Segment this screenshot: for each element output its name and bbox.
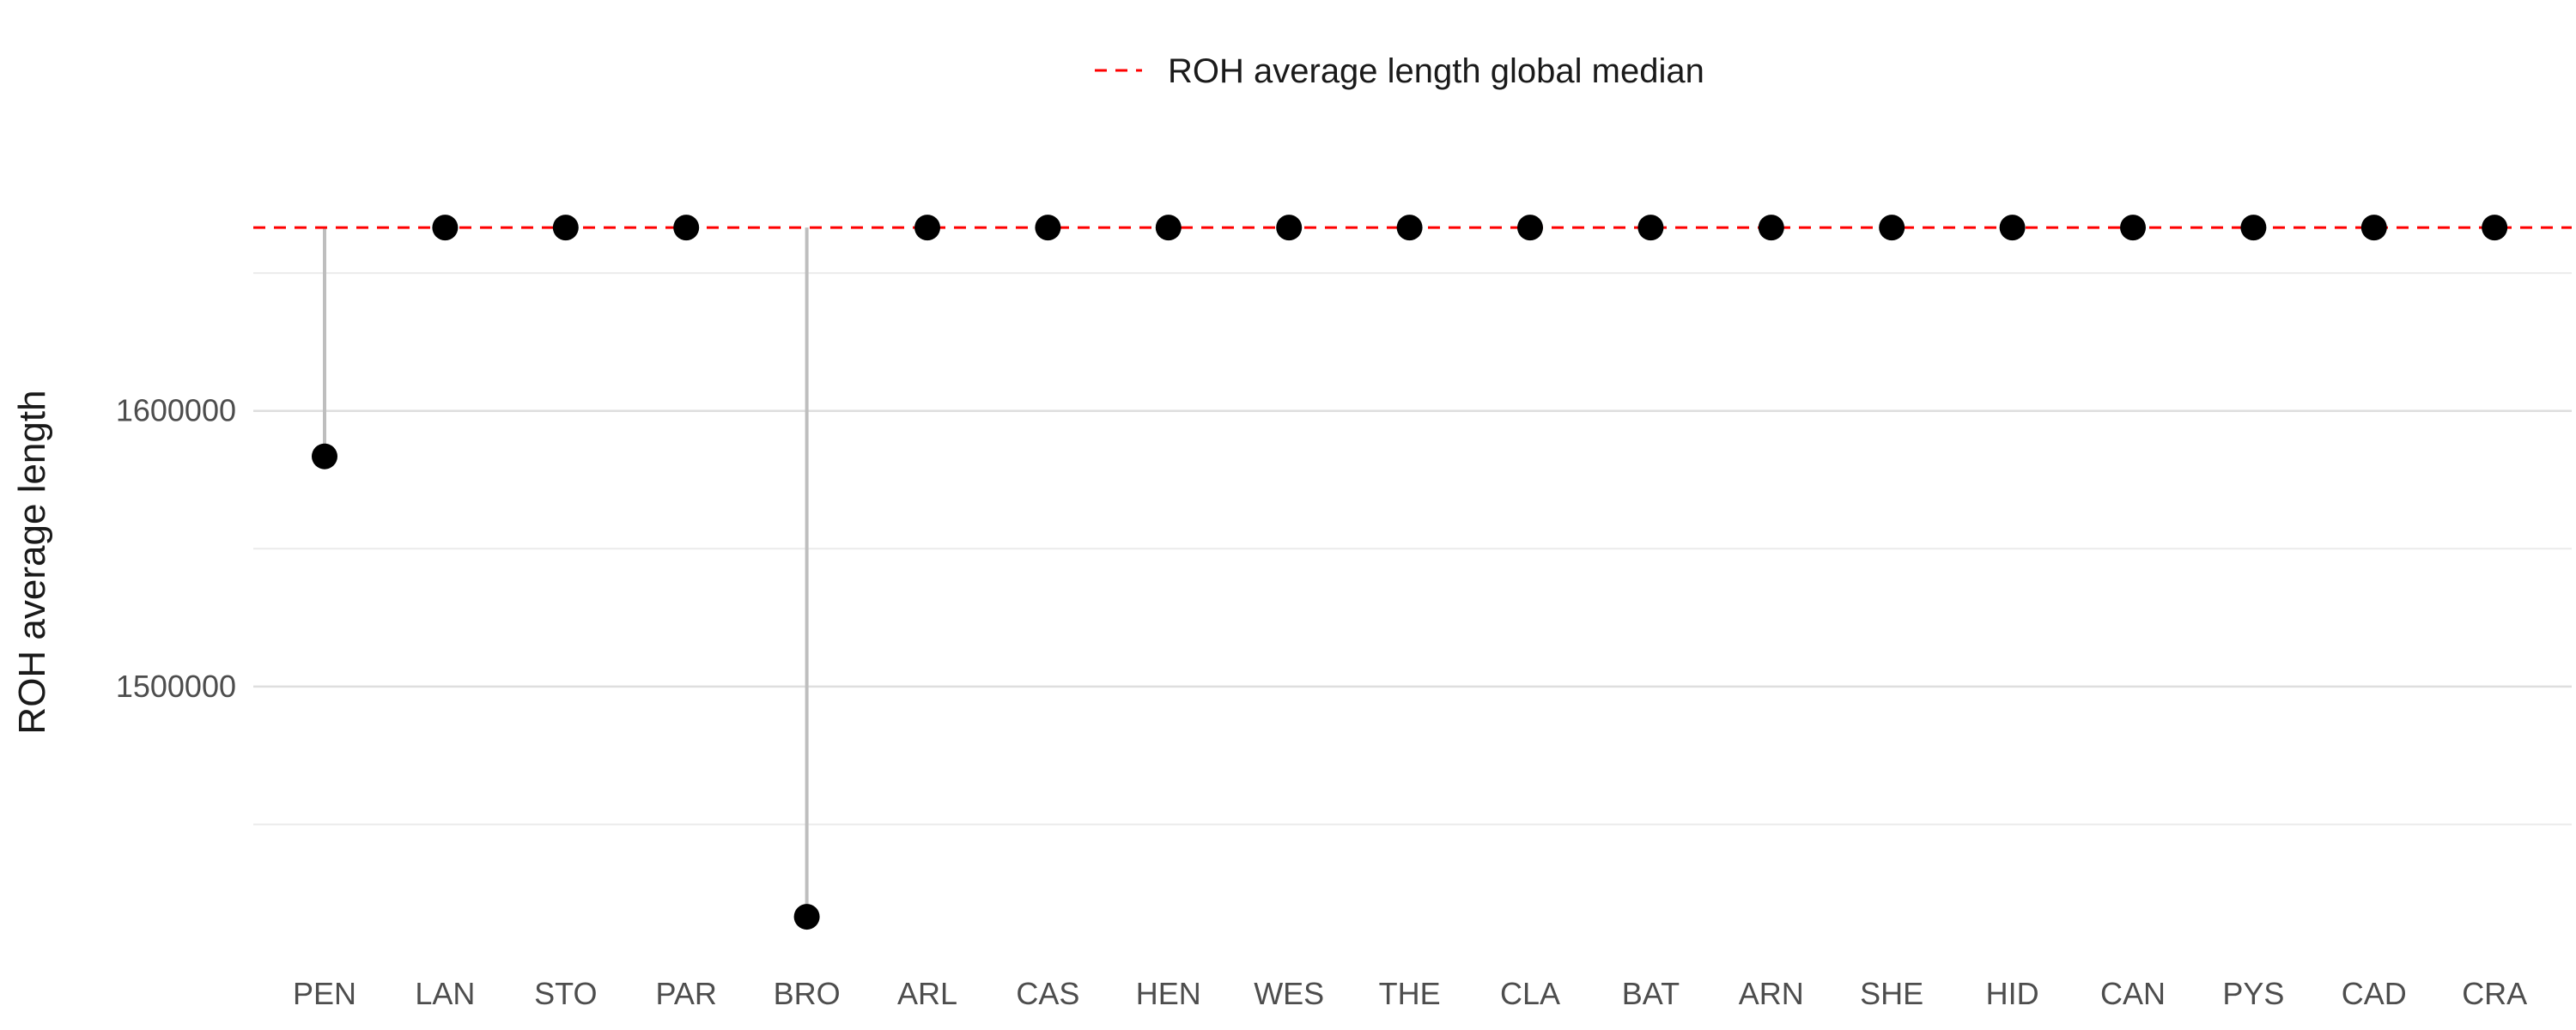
- x-tick-label: HID: [1986, 976, 2039, 1011]
- x-tick-label: PAR: [656, 976, 717, 1011]
- data-point: [2120, 215, 2146, 241]
- legend-label: ROH average length global median: [1168, 52, 1704, 90]
- x-tick-label: SHE: [1860, 976, 1923, 1011]
- grid-layer: [253, 272, 2572, 826]
- data-point: [2240, 215, 2267, 241]
- data-point: [1276, 215, 1303, 241]
- data-point: [1155, 215, 1182, 241]
- data-point: [793, 904, 820, 930]
- x-tick-label: LAN: [415, 976, 475, 1011]
- data-point: [312, 443, 337, 470]
- data-point: [1999, 215, 2026, 241]
- x-tick-label: THE: [1379, 976, 1441, 1011]
- data-point: [673, 215, 700, 241]
- x-tick-label: CLA: [1500, 976, 1560, 1011]
- point-layer: [312, 215, 2508, 930]
- x-tick-label: BAT: [1622, 976, 1680, 1011]
- data-point: [1637, 215, 1664, 241]
- legend: ROH average length global median: [1095, 52, 1704, 90]
- x-tick-label: ARN: [1739, 976, 1804, 1011]
- y-tick-labels: 1500000 1600000: [116, 393, 236, 704]
- x-tick-label: STO: [534, 976, 597, 1011]
- data-point: [552, 215, 579, 241]
- data-point: [1758, 215, 1784, 241]
- x-tick-label: CAD: [2342, 976, 2407, 1011]
- x-tick-label: ARL: [897, 976, 957, 1011]
- x-tick-labels: PEN LAN STO PAR BRO ARL CAS HEN WES THE CLA BAT ARN S…: [293, 976, 2527, 1011]
- x-tick-label: CAN: [2100, 976, 2166, 1011]
- data-point: [1879, 215, 1905, 241]
- segment-layer: [323, 227, 809, 918]
- data-point: [914, 215, 940, 241]
- data-point: [1396, 215, 1423, 241]
- x-tick-label: HEN: [1136, 976, 1201, 1011]
- x-tick-label: PEN: [293, 976, 356, 1011]
- data-point: [432, 215, 459, 241]
- x-tick-label: BRO: [774, 976, 841, 1011]
- y-tick-label: 1500000: [116, 669, 236, 704]
- data-point: [1517, 215, 1543, 241]
- y-axis-title: ROH average length: [11, 390, 53, 734]
- data-point: [1035, 215, 1061, 241]
- data-point: [2360, 215, 2387, 241]
- data-point: [2482, 215, 2508, 241]
- x-tick-label: CAS: [1016, 976, 1079, 1011]
- x-tick-label: PYS: [2222, 976, 2284, 1011]
- x-tick-label: WES: [1254, 976, 1324, 1011]
- y-tick-label: 1600000: [116, 393, 236, 428]
- x-tick-label: CRA: [2462, 976, 2527, 1011]
